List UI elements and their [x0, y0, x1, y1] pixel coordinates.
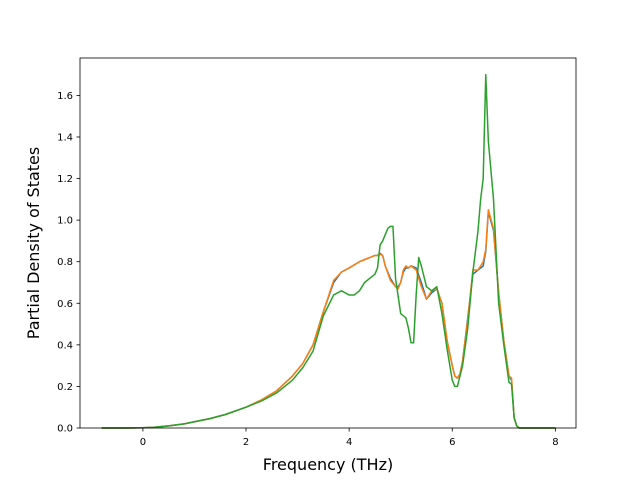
- y-tick-label: 1.6: [57, 91, 73, 102]
- y-tick-label: 0.4: [57, 340, 73, 351]
- y-axis-label: Partial Density of States: [24, 147, 43, 339]
- y-tick-label: 1.4: [57, 132, 73, 143]
- x-tick-label: 6: [449, 437, 455, 448]
- x-axis-ticks: 0 2 4 6 8: [140, 428, 559, 448]
- plot-frame: [79, 57, 577, 429]
- x-tick-label: 4: [346, 437, 352, 448]
- series-layer: [101, 73, 556, 429]
- y-tick-label: 0.2: [57, 382, 73, 393]
- series-line-2: [101, 73, 556, 429]
- x-axis-label: Frequency (THz): [263, 455, 393, 474]
- x-tick-label: 0: [140, 437, 146, 448]
- x-tick-label: 2: [243, 437, 249, 448]
- y-tick-label: 1.0: [57, 216, 73, 227]
- y-tick-label: 0.6: [57, 299, 73, 310]
- y-axis-ticks: 0.0 0.2 0.4 0.6 0.8 1.0 1.2 1.4 1.6: [57, 91, 80, 435]
- x-tick-label: 8: [552, 437, 558, 448]
- y-tick-label: 0.8: [57, 257, 73, 268]
- series-line-1: [101, 208, 556, 429]
- y-tick-label: 1.2: [57, 174, 73, 185]
- y-tick-label: 0.0: [57, 424, 73, 435]
